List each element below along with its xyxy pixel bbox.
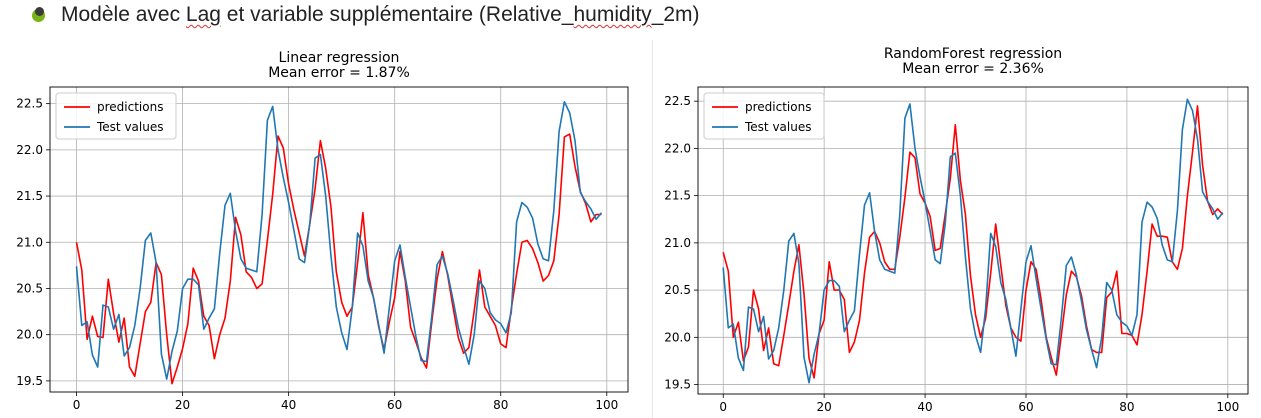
- y-tick-label: 22.0: [16, 143, 43, 157]
- randomforest-regression-chart: RandomForest regression Mean error = 2.36…: [652, 40, 1261, 418]
- section-heading: Modèle avec Lag et variable supplémentai…: [32, 0, 700, 30]
- x-tick-label: 40: [917, 400, 932, 414]
- x-tick-label: 60: [1018, 400, 1033, 414]
- legend-label: Test values: [96, 120, 163, 134]
- y-tick-label: 22.5: [16, 97, 43, 111]
- heading-suffix: _2m): [651, 3, 700, 26]
- y-tick-label: 20.5: [16, 281, 43, 295]
- chart-title: RandomForest regression: [884, 46, 1062, 62]
- y-tick-label: 21.5: [664, 189, 691, 203]
- series-line-test-values: [75, 100, 603, 380]
- y-tick-label: 19.5: [664, 378, 691, 392]
- x-tick-label: 20: [175, 398, 190, 412]
- heading-prefix: Modèle avec: [61, 3, 186, 26]
- x-tick-label: 60: [387, 398, 402, 412]
- legend-label: predictions: [97, 100, 163, 114]
- series-line-test-values: [722, 98, 1224, 384]
- heading-middle: et variable supplémentaire (Relative_: [220, 3, 574, 26]
- plot-frame: [49, 86, 629, 393]
- y-tick-label: 21.5: [16, 189, 43, 203]
- x-tick-label: 100: [595, 398, 618, 412]
- series-line-predictions: [75, 133, 602, 385]
- linear-regression-chart: Linear regression Mean error = 1.87% 0 20 40…: [0, 40, 640, 418]
- y-tick-label: 19.5: [16, 374, 43, 388]
- x-tick-label: 80: [493, 398, 508, 412]
- x-tick-label: 0: [719, 400, 727, 414]
- chart-subtitle: Mean error = 1.87%: [268, 65, 410, 81]
- y-tick-label: 20.5: [664, 283, 691, 297]
- chart-subtitle: Mean error = 2.36%: [902, 61, 1044, 77]
- heading-lag-word: Lag: [185, 3, 221, 26]
- legend-label: predictions: [745, 100, 811, 114]
- bullet-icon: [32, 6, 45, 22]
- y-tick-label: 20.0: [664, 330, 691, 344]
- chart-title: Linear regression: [279, 50, 400, 66]
- x-tick-label: 100: [1216, 400, 1239, 414]
- y-tick-label: 21.0: [664, 236, 691, 250]
- y-tick-label: 22.5: [664, 94, 691, 108]
- legend-label: Test values: [744, 120, 811, 134]
- x-tick-label: 20: [817, 400, 832, 414]
- heading-humidity-word: humidity: [573, 3, 652, 26]
- x-tick-label: 80: [1119, 400, 1134, 414]
- heading-text: Modèle avec Lag et variable supplémentai…: [61, 3, 700, 27]
- y-tick-label: 21.0: [16, 235, 43, 249]
- y-tick-label: 22.0: [664, 141, 691, 155]
- y-tick-label: 20.0: [16, 328, 43, 342]
- x-tick-label: 40: [281, 398, 296, 412]
- series-line-predictions: [722, 105, 1224, 379]
- plot-frame: [697, 86, 1249, 395]
- x-tick-label: 0: [73, 398, 81, 412]
